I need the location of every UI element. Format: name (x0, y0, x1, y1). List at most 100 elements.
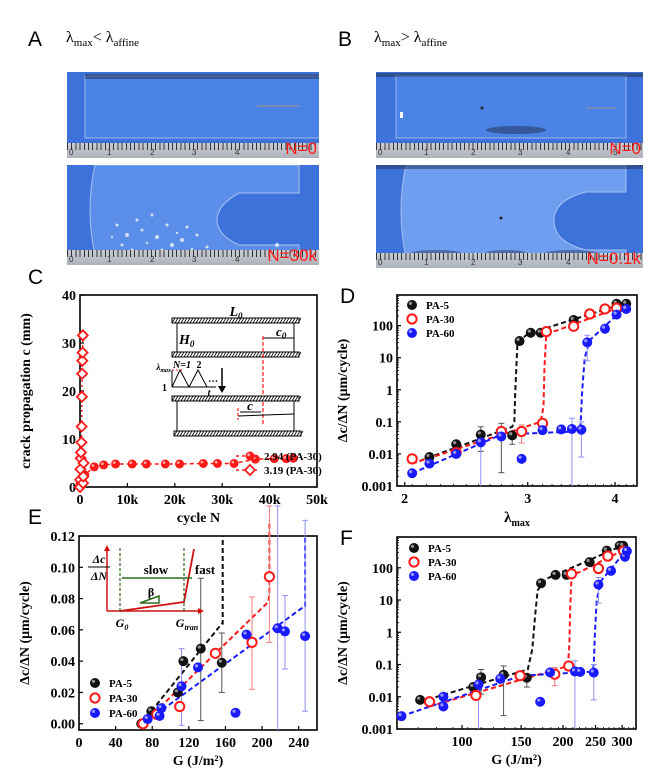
hatch-line (185, 430, 190, 437)
legend-label: PA-5 (109, 678, 133, 690)
x-tick-label: 150 (511, 735, 532, 750)
hatch-line (231, 351, 236, 358)
inset-label-gtran: Gtran (176, 616, 199, 632)
data-point-pa-5-highlight (417, 696, 421, 700)
fit-line-pa-5 (419, 301, 627, 462)
y-tick-label: 0 (69, 481, 76, 496)
hatch-line (249, 351, 254, 358)
y-tick-label: 0.02 (51, 686, 76, 701)
hatch-line (180, 351, 185, 358)
data-point-pa-60 (230, 707, 241, 718)
hatch-line (258, 395, 263, 402)
inset-label-n1: N=1 (172, 360, 191, 371)
lambda-symbol: λ (105, 29, 114, 46)
hatch-line (231, 317, 236, 324)
hatch-line (237, 395, 242, 402)
hatch-line (279, 351, 284, 358)
data-point-pa-60-highlight (518, 455, 522, 459)
x-tick-label: 200 (252, 736, 273, 751)
plot-frame-f (396, 536, 637, 730)
y-tick-label: 0.10 (51, 561, 76, 576)
data-point-highlight (290, 455, 294, 459)
y-tick-label: 40 (62, 289, 76, 304)
data-point-pa-60-highlight (595, 581, 599, 585)
data-point-pa-5-highlight (527, 329, 531, 333)
data-point-highlight (176, 461, 180, 465)
data-point-pa-60-highlight (546, 669, 551, 673)
data-point-pa-60-highlight (409, 470, 413, 474)
y-tick-label: 1 (386, 626, 393, 641)
data-point-pa-60 (475, 437, 486, 448)
y-tick-label: 100 (372, 320, 393, 335)
ruler-number: 2 (150, 255, 155, 264)
load-waveform (171, 368, 208, 389)
chart-f: 0.001 0.01 0.1 1 10 100 100 150 200 250 300 Δc/ΔN (… (336, 536, 637, 768)
hatch-line (203, 430, 208, 437)
y-tick-label: 20 (62, 385, 76, 400)
panel-label-c: C (28, 266, 44, 289)
x-tick-label: 0 (77, 493, 84, 508)
hatch-line (218, 430, 223, 437)
hatch-line (237, 351, 242, 358)
x-tick-label: 80 (145, 736, 159, 751)
data-point-pa-60-highlight (156, 712, 160, 716)
data-point-pa-60-highlight (440, 693, 444, 697)
hatch-line (297, 351, 302, 358)
data-point-pa-60 (156, 703, 167, 714)
hatch-line (195, 395, 200, 402)
hatch-line (297, 395, 302, 402)
legend-label: PA-60 (109, 708, 138, 720)
data-point-pa-30 (592, 562, 605, 575)
title-operator: > (400, 29, 410, 46)
x-axis-label: λmax (504, 510, 530, 529)
data-point-pa-5-highlight (552, 571, 556, 575)
x-tick-label: 20k (164, 493, 186, 508)
hatch-line (273, 351, 278, 358)
data-point-pa-60 (438, 701, 449, 712)
data-point-pa-60 (575, 666, 586, 677)
hatch-line (222, 317, 227, 324)
hatch-line (258, 351, 263, 358)
data-point (76, 476, 90, 490)
hatch-line (222, 351, 227, 358)
fit-line-pa-30 (411, 305, 623, 465)
data-point-pa-30 (568, 320, 580, 332)
hatch-line (243, 395, 248, 402)
hatch-line (273, 317, 278, 324)
data-point-pa-60-highlight (571, 668, 576, 672)
hatch-line (171, 351, 176, 358)
hatch-line (182, 430, 187, 437)
cycle-count-label: N=30k (267, 246, 317, 265)
ruler-number: 0 (69, 148, 74, 157)
data-point-pa-60-highlight (477, 439, 481, 443)
inset-label-fast: fast (195, 562, 216, 577)
data-point-pa-60 (451, 448, 462, 459)
data-point-pa-30 (514, 670, 526, 682)
data-point (75, 420, 88, 433)
data-point-pa-30 (406, 453, 418, 465)
hatch-line (285, 351, 290, 358)
slope-triangle-icon (139, 594, 160, 604)
legend-label: PA-60 (426, 328, 455, 340)
data-point-pa-60-highlight (158, 704, 162, 709)
cycle-count-label: N=0.1k (586, 249, 641, 268)
hatch-line (192, 351, 197, 358)
legend-marker-highlight (408, 329, 413, 333)
data-point-pa-5 (550, 569, 561, 580)
data-point (99, 460, 109, 470)
hatch-line (219, 317, 224, 324)
hatch-line (246, 317, 251, 324)
data-point-pa-5 (178, 656, 189, 667)
data-point (75, 390, 89, 404)
data-point-highlight (101, 462, 104, 466)
hatch-line (297, 317, 302, 324)
hatch-line (285, 317, 290, 324)
data-point-pa-60 (300, 631, 311, 642)
data-point-pa-60-highlight (607, 567, 612, 571)
hatch-line (183, 317, 188, 324)
hatch-line (264, 317, 269, 324)
propagated-crack (237, 413, 295, 417)
hatch-line (291, 351, 296, 358)
data-point-pa-5-highlight (197, 645, 201, 649)
data-point-pa-5-highlight (218, 659, 222, 663)
